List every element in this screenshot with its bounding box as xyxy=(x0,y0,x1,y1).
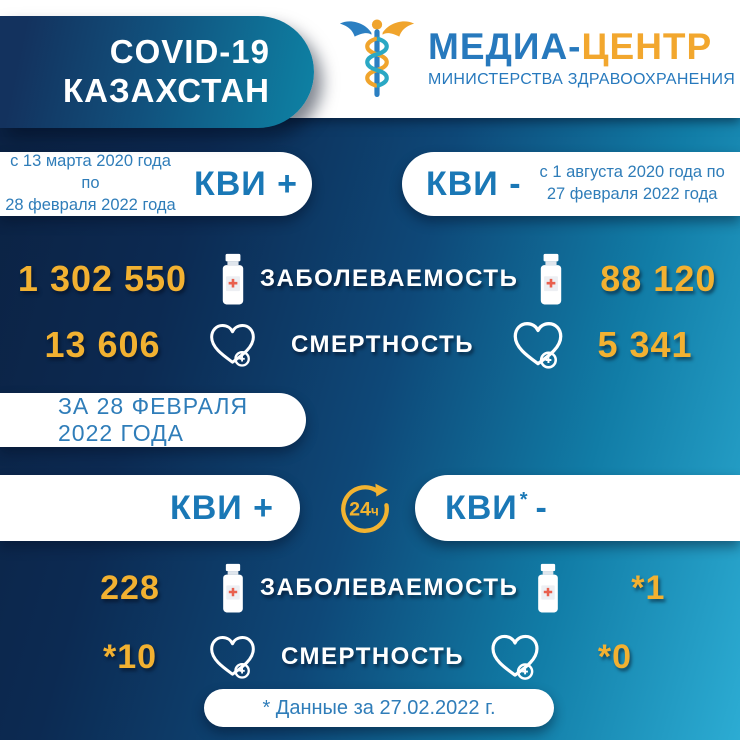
period-line: 27 февраля 2022 года xyxy=(546,185,718,203)
stats-row-mortality: 13 606 СМЕРТНОСТЬ 5 341 xyxy=(0,312,720,378)
negative-value: *0 xyxy=(597,637,633,676)
brand-title-blue: МЕДИА- xyxy=(428,25,582,67)
cumulative-positive-pill: с 13 марта 2020 года по 28 февраля 2022 … xyxy=(0,152,312,216)
caduceus-icon xyxy=(339,19,415,97)
footnote-pill: * Данные за 27.02.2022 г. xyxy=(204,689,554,727)
cumulative-negative-pill: КВИ - с 1 августа 2020 года по 27 феврал… xyxy=(402,152,740,216)
metric-label: СМЕРТНОСТЬ xyxy=(290,331,474,358)
banner-line1: COVID-19 xyxy=(109,33,270,71)
cumulative-positive-period: с 13 марта 2020 года по 28 февраля 2022 … xyxy=(0,151,181,216)
medicine-bottle-icon xyxy=(205,563,260,613)
metric-label: СМЕРТНОСТЬ xyxy=(280,643,464,670)
metric-label: ЗАБОЛЕВАЕМОСТЬ xyxy=(260,574,519,601)
brand-block: МЕДИА-ЦЕНТР МИНИСТЕРСТВА ЗДРАВООХРАНЕНИЯ… xyxy=(338,16,740,100)
negative-value: *1 xyxy=(631,568,666,607)
minus-mark: - xyxy=(535,488,548,527)
stats-row-incidence: 1 302 550 ЗАБОЛЕВАЕМОСТЬ xyxy=(0,246,720,312)
kvi-text: КВИ xyxy=(445,488,518,527)
stats-row-mortality: *10 СМЕРТНОСТЬ *0 xyxy=(55,618,685,696)
period-line: с 13 марта 2020 года по xyxy=(10,152,171,193)
heart-care-icon xyxy=(205,319,260,372)
negative-value: 88 120 xyxy=(600,258,717,299)
heart-care-icon xyxy=(505,319,570,372)
medicine-bottle-icon xyxy=(518,563,578,613)
brand-text: МЕДИА-ЦЕНТР МИНИСТЕРСТВА ЗДРАВООХРАНЕНИЯ… xyxy=(428,28,740,89)
cycle-num: 24 xyxy=(349,499,371,521)
positive-value: 1 302 550 xyxy=(17,258,188,299)
cycle-unit: ч xyxy=(371,504,379,519)
daily-positive-pill: КВИ + xyxy=(0,475,300,541)
period-line: с 1 августа 2020 года по xyxy=(539,163,725,182)
banner-line2: КАЗАХСТАН xyxy=(63,72,270,109)
kvi-positive-label: КВИ + xyxy=(169,488,274,527)
brand-title-yellow: ЦЕНТР xyxy=(581,25,713,67)
medicine-bottle-icon xyxy=(205,253,260,305)
kvi-positive-label: КВИ + xyxy=(193,164,298,203)
cycle-24h-icon: 24ч xyxy=(336,480,394,538)
negative-value: 5 341 xyxy=(597,324,693,365)
kvi-negative-label: КВИ - xyxy=(426,164,522,203)
heart-care-icon xyxy=(485,632,545,683)
svg-text:24ч: 24ч xyxy=(349,499,379,521)
covid-banner: COVID-19 КАЗАХСТАН xyxy=(0,16,314,128)
positive-value: 228 xyxy=(100,568,160,607)
medicine-bottle-icon xyxy=(518,253,583,305)
asterisk-mark: * xyxy=(519,488,529,511)
stats-row-incidence: 228 ЗАБОЛЕВАЕМОСТЬ xyxy=(55,558,685,618)
period-line: 28 февраля 2022 года xyxy=(5,195,176,214)
daily-date-pill: ЗА 28 ФЕВРАЛЯ 2022 ГОДА xyxy=(0,393,306,447)
daily-date-label: ЗА 28 ФЕВРАЛЯ 2022 ГОДА xyxy=(58,393,249,446)
daily-negative-pill: КВИ * - xyxy=(415,475,740,541)
positive-value: 13 606 xyxy=(44,324,161,365)
cumulative-stats: 1 302 550 ЗАБОЛЕВАЕМОСТЬ xyxy=(0,246,740,378)
daily-stats: 228 ЗАБОЛЕВАЕМОСТЬ xyxy=(0,558,740,696)
metric-label: ЗАБОЛЕВАЕМОСТЬ xyxy=(260,265,519,292)
kvi-negative-label: КВИ * - xyxy=(445,489,548,528)
heart-care-icon xyxy=(205,632,260,683)
brand-title: МЕДИА-ЦЕНТР xyxy=(428,28,740,65)
positive-value: *10 xyxy=(102,637,158,676)
brand-subtitle: МИНИСТЕРСТВА ЗДРАВООХРАНЕНИЯ РК xyxy=(428,70,740,88)
footnote-text: * Данные за 27.02.2022 г. xyxy=(262,696,496,719)
cumulative-negative-period: с 1 августа 2020 года по 27 февраля 2022… xyxy=(540,162,725,206)
